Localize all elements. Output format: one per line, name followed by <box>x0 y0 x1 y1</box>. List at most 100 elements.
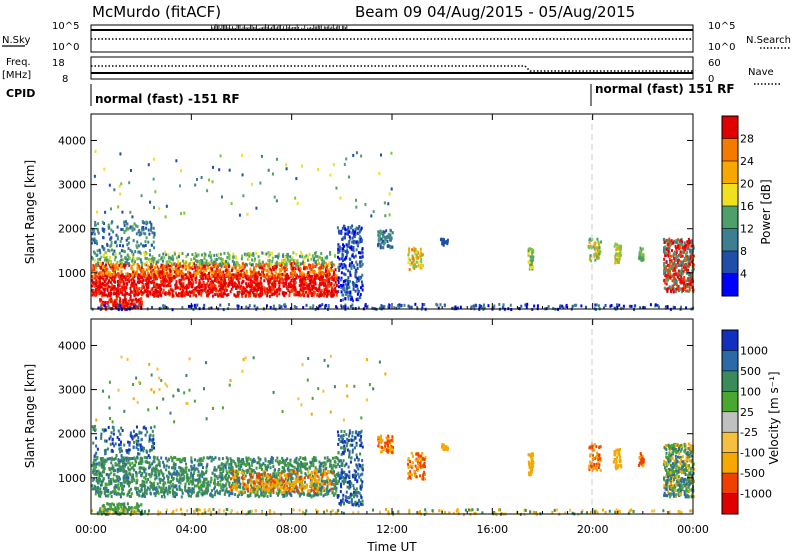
range-cell <box>128 256 131 260</box>
range-cell <box>107 293 110 297</box>
range-cell <box>260 493 263 497</box>
range-cell <box>342 243 345 247</box>
range-cell <box>237 285 240 289</box>
range-cell <box>285 262 288 266</box>
range-cell <box>140 260 143 264</box>
range-cell <box>194 276 197 280</box>
range-cell <box>145 236 148 240</box>
range-cell <box>313 269 316 273</box>
range-cell <box>190 257 193 261</box>
range-cell <box>104 271 107 275</box>
range-cell <box>98 272 101 276</box>
range-cell <box>224 281 227 285</box>
range-cell <box>255 282 258 286</box>
range-cell <box>225 288 228 292</box>
range-cell <box>141 284 144 288</box>
range-cell <box>143 470 146 474</box>
range-cell <box>354 233 357 237</box>
range-cell <box>690 241 693 245</box>
range-cell <box>328 488 331 492</box>
range-cell <box>155 274 158 278</box>
range-cell <box>101 265 104 269</box>
range-cell <box>272 292 275 296</box>
range-cell <box>211 283 214 287</box>
range-cell <box>144 240 147 244</box>
range-cell <box>232 276 235 280</box>
range-cell <box>199 269 202 273</box>
range-cell <box>679 239 682 243</box>
range-cell <box>124 278 127 282</box>
range-tick-label: 4000 <box>58 134 86 147</box>
range-cell <box>146 486 149 490</box>
range-cell <box>155 260 158 264</box>
range-cell <box>100 276 103 280</box>
range-cell <box>361 255 364 259</box>
range-cell <box>300 471 303 475</box>
range-cell <box>156 482 159 486</box>
range-cell <box>111 265 114 269</box>
range-cell <box>109 280 112 284</box>
range-cell <box>343 272 346 276</box>
range-cell <box>302 288 305 292</box>
range-cell <box>276 157 279 161</box>
range-cell <box>669 254 672 258</box>
range-cell <box>311 292 314 296</box>
range-cell <box>300 250 303 254</box>
range-cell <box>237 268 240 272</box>
range-cell <box>273 280 276 284</box>
range-cell <box>180 269 183 273</box>
range-cell <box>320 263 323 267</box>
range-cell <box>125 260 128 264</box>
range-cell <box>680 263 683 267</box>
range-cell <box>312 255 315 259</box>
range-cell <box>98 286 101 290</box>
range-cell <box>206 189 209 193</box>
range-cell <box>221 257 224 261</box>
range-cell <box>453 306 456 310</box>
range-cell <box>691 272 694 276</box>
range-cell <box>227 283 230 287</box>
range-cell <box>415 251 418 255</box>
range-cell <box>115 304 118 308</box>
range-cell <box>226 471 229 475</box>
range-cell <box>681 272 684 276</box>
range-cell <box>420 258 423 262</box>
range-cell <box>203 283 206 287</box>
range-cell <box>667 253 670 257</box>
range-cell <box>121 227 124 231</box>
range-cell <box>214 260 217 264</box>
range-cell <box>300 164 303 168</box>
range-cell <box>127 262 130 266</box>
range-cell <box>311 277 314 281</box>
range-cell <box>530 258 533 262</box>
range-cell <box>271 282 274 286</box>
range-cell <box>208 292 211 296</box>
range-cell <box>189 266 192 270</box>
range-cell <box>408 250 411 254</box>
range-cell <box>610 303 613 307</box>
range-cell <box>285 494 288 498</box>
range-cell <box>341 249 344 253</box>
range-cell <box>618 251 621 255</box>
range-cell <box>122 298 125 302</box>
range-cell <box>379 306 382 310</box>
range-cell <box>174 291 177 295</box>
range-cell <box>227 263 230 267</box>
range-cell <box>325 284 328 288</box>
range-cell <box>409 258 412 262</box>
range-cell <box>348 279 351 283</box>
range-cell <box>382 242 385 246</box>
range-cell <box>351 228 354 232</box>
range-cell <box>114 273 117 277</box>
range-cell <box>354 272 357 276</box>
range-cell <box>391 245 394 249</box>
range-cell <box>165 253 168 257</box>
range-cell <box>413 246 416 250</box>
range-cell <box>666 278 669 282</box>
range-cell <box>360 255 363 259</box>
range-cell <box>154 190 157 194</box>
range-cell <box>164 456 167 460</box>
range-cell <box>261 273 264 277</box>
range-cell <box>147 240 150 244</box>
range-cell <box>283 291 286 295</box>
